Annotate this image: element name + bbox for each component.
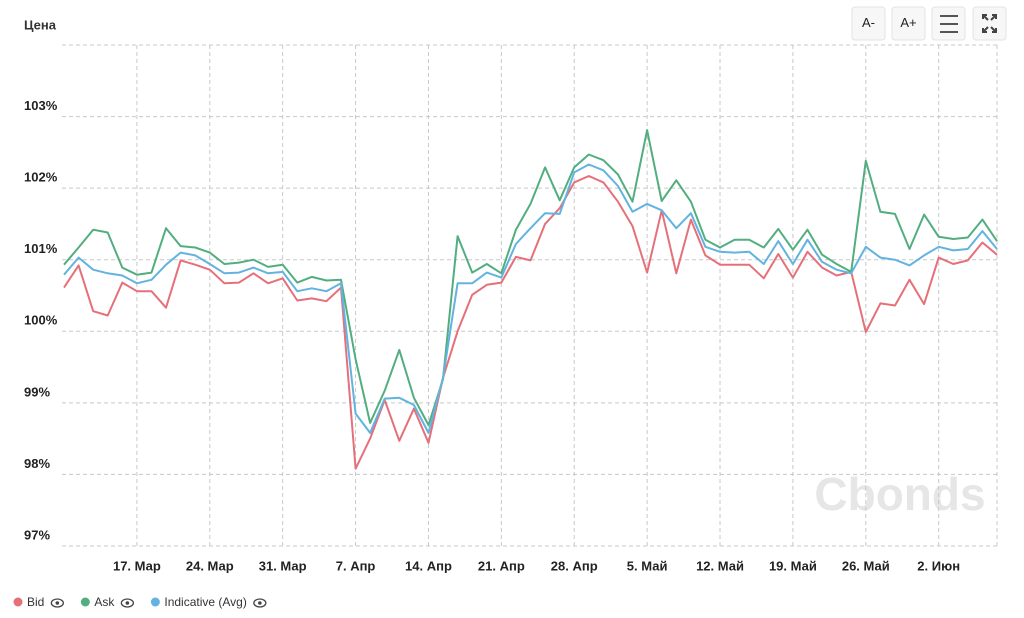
x-tick-label: 28. Апр <box>551 558 598 573</box>
legend-marker <box>150 597 160 607</box>
legend-label: Ask <box>94 595 115 609</box>
button-label: A- <box>862 15 875 30</box>
watermark: Cbonds <box>814 468 985 520</box>
legend-item[interactable]: Indicative (Avg) <box>150 595 267 609</box>
y-tick-label: 98% <box>24 456 50 471</box>
x-tick-label: 17. Мар <box>113 558 161 573</box>
fullscreen-button[interactable] <box>972 6 1007 41</box>
legend-eye <box>120 598 135 608</box>
x-tick-label: 31. Мар <box>259 558 307 573</box>
button-label: A+ <box>900 15 916 30</box>
button-bg <box>851 6 886 41</box>
legend-label: Bid <box>27 595 44 609</box>
legend-eye-pupil <box>55 601 60 605</box>
x-tick-label: 26. Май <box>842 558 890 573</box>
legend-marker <box>80 597 90 607</box>
legend-item[interactable]: Bid <box>13 595 64 609</box>
legend-eye <box>50 598 64 608</box>
x-tick-label: 5. Май <box>627 558 668 573</box>
legend-eye-pupil <box>258 601 262 605</box>
y-tick-label: 99% <box>24 384 50 399</box>
x-tick-label: 7. Апр <box>336 558 376 573</box>
series-line <box>63 175 998 470</box>
y-tick-label: 97% <box>24 527 50 542</box>
legend-eye <box>253 598 267 608</box>
x-tick-label: 24. Мар <box>186 558 234 573</box>
legend-marker <box>13 597 23 607</box>
x-tick-label: 2. Июн <box>917 558 960 573</box>
font-button[interactable]: A+ <box>891 6 926 41</box>
series-line <box>63 163 998 434</box>
y-axis-title: Цена <box>24 17 57 32</box>
y-tick-label: 101% <box>24 241 58 256</box>
legend-eye-pupil <box>125 601 130 605</box>
legend-item[interactable]: Ask <box>80 595 135 609</box>
menu-button[interactable] <box>931 6 966 41</box>
y-tick-label: 103% <box>24 98 58 113</box>
x-tick-label: 14. Апр <box>405 558 452 573</box>
x-tick-label: 12. Май <box>696 558 744 573</box>
legend-label: Indicative (Avg) <box>164 595 246 609</box>
x-tick-label: 21. Апр <box>478 558 525 573</box>
series-line <box>63 129 998 426</box>
y-tick-label: 100% <box>24 313 58 328</box>
button-bg <box>891 6 926 41</box>
y-tick-label: 102% <box>24 170 58 185</box>
x-tick-label: 19. Май <box>769 558 817 573</box>
font-button[interactable]: A- <box>851 6 886 41</box>
